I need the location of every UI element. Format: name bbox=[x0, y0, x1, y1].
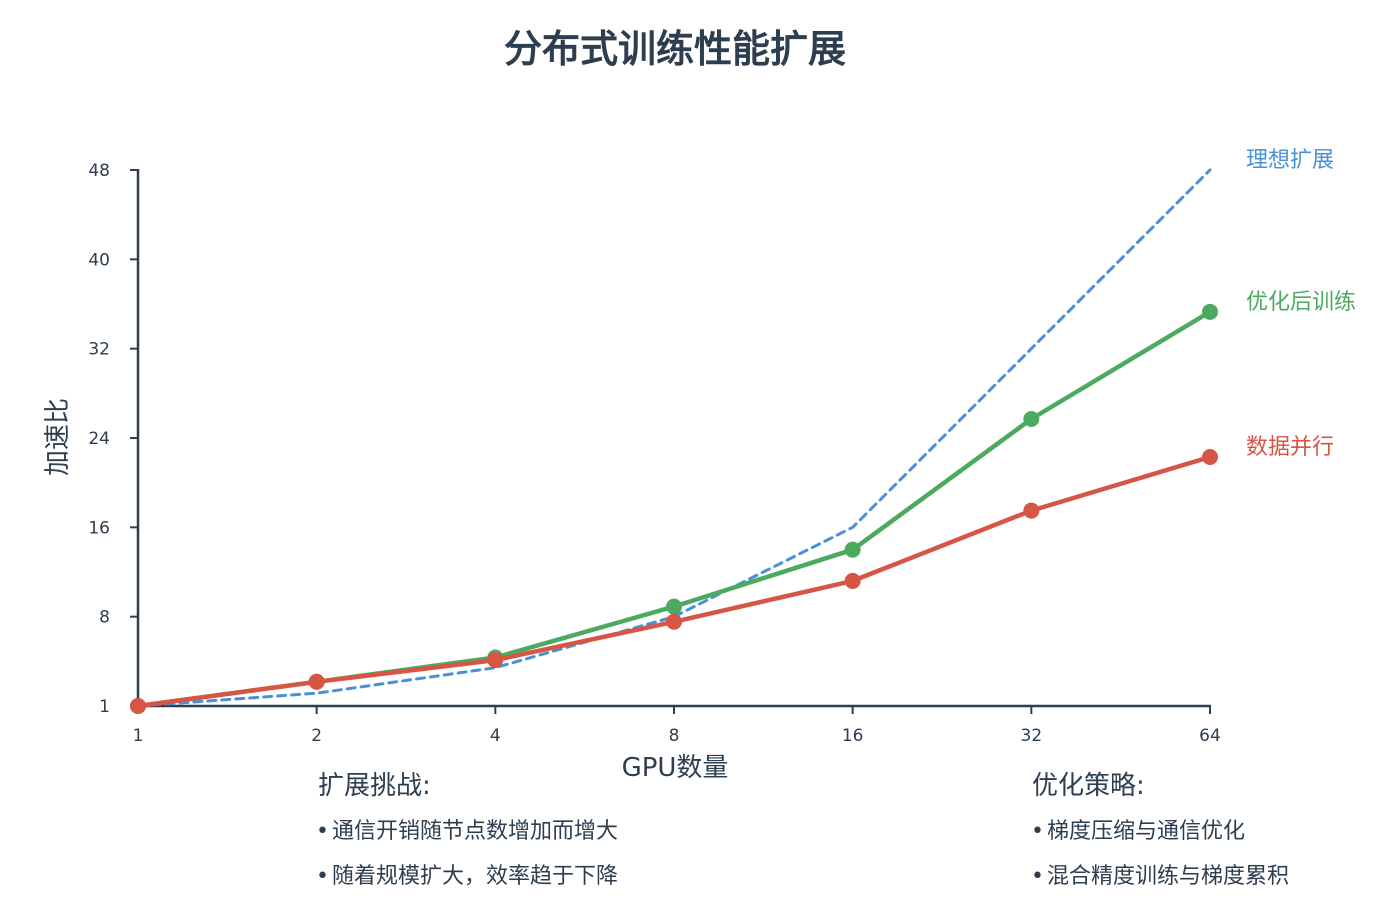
y-ticks: 1 8 16 24 32 40 48 bbox=[88, 161, 138, 717]
ideal-scaling-series: 理想扩展 bbox=[136, 148, 1334, 708]
x-axis-label: GPU数量 bbox=[622, 753, 729, 783]
x-tick-label: 4 bbox=[490, 726, 501, 746]
x-tick-label: 16 bbox=[842, 726, 864, 746]
data-parallel-point bbox=[1023, 502, 1040, 519]
x-tick-label: 64 bbox=[1199, 726, 1221, 746]
y-tick-label: 32 bbox=[88, 340, 110, 360]
y-axis-label: 加速比 bbox=[43, 398, 73, 476]
y-tick-label: 1 bbox=[99, 697, 110, 717]
data-parallel-line bbox=[135, 454, 1213, 709]
y-tick-label: 48 bbox=[88, 161, 110, 181]
data-parallel-point bbox=[666, 613, 682, 630]
strategies-item-bullet: • bbox=[1031, 819, 1044, 844]
strategies-item-2: 混合精度训练与梯度累积 bbox=[1047, 864, 1289, 889]
data-parallel-point bbox=[130, 698, 146, 714]
y-tick-label: 16 bbox=[88, 518, 110, 538]
strategies-item-1: 梯度压缩与通信优化 bbox=[1047, 819, 1245, 844]
data-parallel-point bbox=[487, 652, 504, 669]
challenges-item-1: 通信开销随节点数增加而增大 bbox=[332, 819, 618, 844]
y-tick-label: 24 bbox=[88, 429, 110, 449]
data-parallel-label: 数据并行 bbox=[1246, 435, 1334, 460]
x-tick-label: 32 bbox=[1021, 726, 1043, 746]
data-parallel-point bbox=[844, 572, 861, 589]
strategies-heading: 优化策略: bbox=[1032, 771, 1145, 801]
ideal-scaling-label: 理想扩展 bbox=[1246, 148, 1334, 173]
optimized-training-series: 优化后训练 bbox=[130, 290, 1356, 714]
challenges-notes: 扩展挑战: • 通信开销随节点数增加而增大 • 随着规模扩大，效率趋于下降 bbox=[316, 771, 618, 889]
x-tick-label: 2 bbox=[311, 726, 322, 746]
data-parallel-point bbox=[308, 673, 325, 690]
challenges-item-2: 随着规模扩大，效率趋于下降 bbox=[332, 864, 618, 889]
optimized-training-label: 优化后训练 bbox=[1246, 290, 1356, 315]
strategies-notes: 优化策略: • 梯度压缩与通信优化 • 混合精度训练与梯度累积 bbox=[1031, 771, 1289, 889]
challenges-item-bullet: • bbox=[316, 864, 329, 889]
optimized-training-point bbox=[666, 598, 682, 615]
strategies-item-bullet: • bbox=[1031, 864, 1044, 889]
x-tick-label: 1 bbox=[133, 726, 144, 746]
challenges-heading: 扩展挑战: bbox=[318, 771, 431, 801]
y-tick-label: 40 bbox=[88, 250, 110, 270]
optimized-training-point bbox=[1202, 303, 1218, 320]
data-parallel-point bbox=[1202, 448, 1218, 465]
x-tick-label: 8 bbox=[669, 726, 680, 746]
data-parallel-series: 数据并行 bbox=[130, 435, 1334, 714]
challenges-item-bullet: • bbox=[316, 819, 329, 844]
y-tick-label: 8 bbox=[99, 608, 110, 628]
optimized-training-point bbox=[844, 541, 861, 558]
optimized-training-point bbox=[1023, 411, 1040, 428]
x-ticks: 1 2 4 8 16 32 64 bbox=[133, 706, 1221, 746]
optimized-training-line bbox=[135, 309, 1213, 709]
chart-title: 分布式训练性能扩展 bbox=[504, 27, 846, 71]
